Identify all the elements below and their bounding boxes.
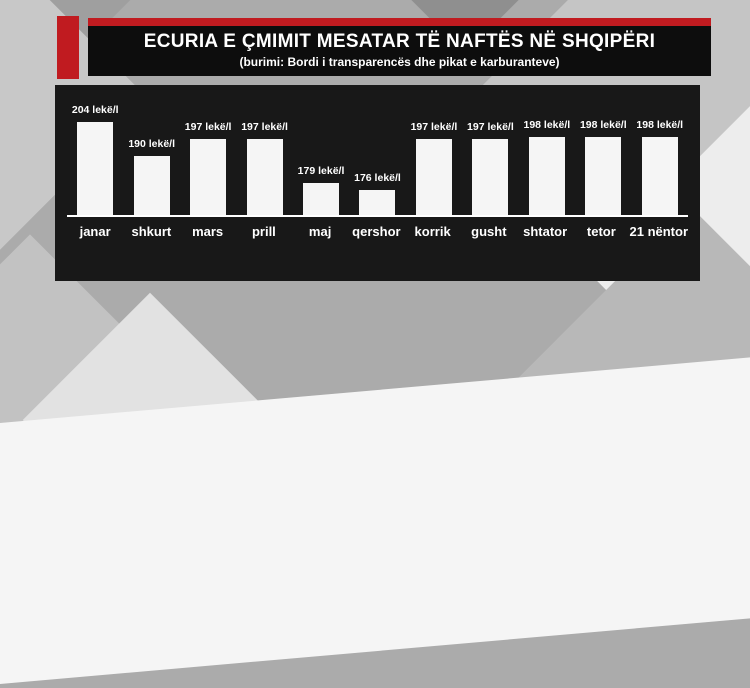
header-title-box: ECURIA E ÇMIMIT MESATAR TË NAFTËS NË SHQ…	[88, 26, 711, 76]
bar	[190, 139, 227, 215]
bar	[303, 183, 340, 215]
bar-column: 176 lekë/l	[349, 85, 405, 215]
months-row: janar shkurt mars prill maj qershor korrik gush…	[67, 224, 688, 239]
bar	[528, 137, 565, 215]
bar-column: 190 lekë/l	[123, 85, 179, 215]
bar	[77, 122, 114, 215]
bar-column: 198 lekë/l	[519, 85, 575, 215]
bar	[585, 137, 622, 215]
header-top-stripe	[88, 18, 711, 26]
bar-column: 179 lekë/l	[293, 85, 349, 215]
bar	[641, 137, 678, 215]
bar-value-label: 197 lekë/l	[241, 121, 288, 133]
bar	[133, 156, 170, 215]
bar-value-label: 197 lekë/l	[184, 121, 232, 133]
x-axis-line	[67, 215, 688, 217]
bar-value-label: 198 lekë/l	[523, 119, 571, 131]
bar-column: 197 lekë/l	[462, 85, 518, 215]
bar-value-label: 179 lekë/l	[297, 165, 345, 177]
bar-value-label: 204 lekë/l	[71, 104, 119, 116]
bar-value-label: 198 lekë/l	[636, 119, 684, 131]
category-label: qershor	[352, 224, 401, 239]
category-label: maj	[308, 224, 332, 239]
bar	[415, 139, 452, 215]
category-label: tetor	[586, 224, 616, 239]
bar-value-label: 190 lekë/l	[128, 138, 176, 150]
bar-value-label: 197 lekë/l	[410, 121, 458, 133]
bar-column: 198 lekë/l	[575, 85, 631, 215]
category-label: mars	[192, 224, 224, 239]
chart-header: ECURIA E ÇMIMIT MESATAR TË NAFTËS NË SHQ…	[88, 18, 711, 76]
header-accent-bar	[57, 16, 79, 79]
bar-value-label: 197 lekë/l	[467, 121, 514, 133]
bar	[472, 139, 509, 215]
bar	[359, 190, 396, 215]
source-subtitle: (burimi: Bordi i transparencës dhe pikat…	[239, 54, 560, 69]
bar	[246, 139, 283, 215]
bars-row: 204 lekë/l 190 lekë/l 197 lekë/l 197 lekë/l…	[67, 85, 688, 215]
bar-column: 197 lekë/l	[236, 85, 292, 215]
category-label: prill	[251, 224, 276, 239]
bar-column: 197 lekë/l	[180, 85, 236, 215]
bar-value-label: 198 lekë/l	[579, 119, 627, 131]
bar-column: 204 lekë/l	[67, 85, 123, 215]
bar-chart-panel: 204 lekë/l 190 lekë/l 197 lekë/l 197 lekë/l…	[55, 85, 700, 281]
bar-column: 198 lekë/l	[632, 85, 688, 215]
category-label: shkurt	[131, 224, 172, 239]
category-label: shtator	[523, 224, 568, 239]
bar-value-label: 176 lekë/l	[354, 172, 401, 184]
category-label: 21 nëntor	[629, 224, 689, 239]
category-label: gusht	[471, 224, 507, 239]
page-title: ECURIA E ÇMIMIT MESATAR TË NAFTËS NË SHQ…	[143, 31, 656, 52]
category-label: janar	[79, 224, 111, 239]
category-label: korrik	[414, 224, 451, 239]
bar-column: 197 lekë/l	[406, 85, 462, 215]
